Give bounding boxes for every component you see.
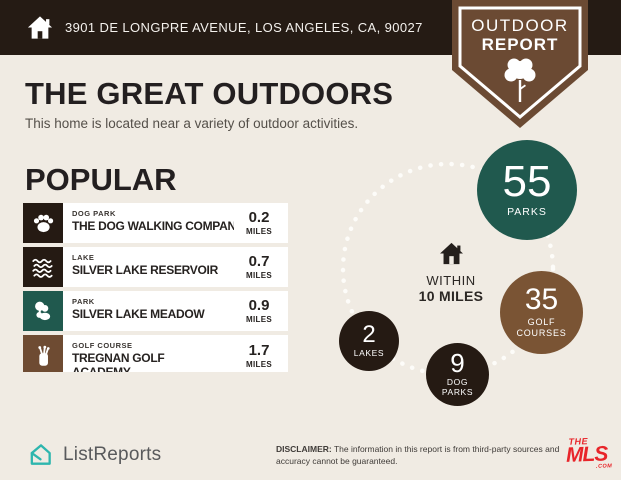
item-category: DOG PARK xyxy=(72,209,116,218)
disclaimer-label: DISCLAIMER: xyxy=(276,444,332,454)
item-category: LAKE xyxy=(72,253,95,262)
stat-value: 35 xyxy=(524,283,559,317)
item-unit: MILES xyxy=(246,360,272,369)
list-item-lake: LAKE SILVER LAKE RESERVOIR 0.7 MILES xyxy=(23,247,288,287)
radius-label: WITHIN 10 MILES xyxy=(404,242,498,304)
item-name: TREGNAN GOLF ACADEMY xyxy=(72,351,165,372)
trees-icon xyxy=(23,291,63,331)
stat-label: DOG PARKS xyxy=(441,377,474,398)
item-unit: MILES xyxy=(246,227,272,236)
dotted-radius-circle xyxy=(340,161,556,377)
item-distance: 0.2 xyxy=(248,209,270,226)
item-distance: 0.7 xyxy=(248,253,270,270)
popular-list: DOG PARK THE DOG WALKING COMPANY 0.2 MIL… xyxy=(23,203,288,372)
listreports-house-icon xyxy=(30,444,51,465)
listreports-logo: ListReports xyxy=(27,441,161,468)
stat-value: 55 xyxy=(502,157,552,207)
stat-circle-lakes: 2 LAKES xyxy=(339,311,399,371)
radius-miles: 10 MILES xyxy=(418,288,484,304)
stat-label: GOLF COURSES xyxy=(516,316,567,338)
property-address: 3901 DE LONGPRE AVENUE, LOS ANGELES, CA,… xyxy=(65,20,423,35)
item-category: PARK xyxy=(72,297,95,306)
page-subtitle: This home is located near a variety of o… xyxy=(25,116,359,131)
ribbon-shield xyxy=(452,0,588,128)
stat-circle-dog-parks: 9 DOG PARKS xyxy=(426,343,489,406)
badge-line1: OUTDOOR xyxy=(471,16,569,35)
item-name: SILVER LAKE RESERVOIR xyxy=(72,263,218,277)
stat-circle-golf-courses: 35 GOLF COURSES xyxy=(500,271,583,354)
popular-heading: POPULAR xyxy=(25,162,177,197)
home-icon-small xyxy=(439,242,463,265)
stat-value: 9 xyxy=(450,348,465,379)
outdoor-report-badge: OUTDOOR REPORT xyxy=(452,0,588,128)
item-unit: MILES xyxy=(246,271,272,280)
list-item-golf-course: GOLF COURSE TREGNAN GOLF ACADEMY 1.7 MIL… xyxy=(23,335,288,372)
item-name: SILVER LAKE MEADOW xyxy=(72,307,205,321)
disclaimer-line2: accuracy cannot be guaranteed. xyxy=(276,455,398,466)
item-category: GOLF COURSE xyxy=(72,341,133,350)
waves-icon xyxy=(23,247,63,287)
item-name: THE DOG WALKING COMPANY xyxy=(72,219,234,233)
radius-within: WITHIN xyxy=(426,273,476,288)
paw-icon xyxy=(23,203,63,243)
mls-wordmark: MLS xyxy=(565,442,608,467)
item-distance: 1.7 xyxy=(248,342,270,359)
item-distance: 0.9 xyxy=(248,297,270,314)
home-icon xyxy=(27,16,53,39)
stat-label: LAKES xyxy=(353,347,385,358)
list-item-park: PARK SILVER LAKE MEADOW 0.9 MILES xyxy=(23,291,288,331)
disclaimer-line1: The information in this report is from t… xyxy=(333,444,560,454)
stat-circle-parks: 55 PARKS xyxy=(477,140,577,240)
tree-icon xyxy=(504,58,536,102)
the-mls-logo: THE MLS .COM xyxy=(565,436,617,476)
badge-line2: REPORT xyxy=(481,35,559,54)
disclaimer-text: DISCLAIMER: The information in this repo… xyxy=(276,444,568,468)
listreports-wordmark: ListReports xyxy=(63,443,162,465)
item-unit: MILES xyxy=(246,315,272,324)
golf-bag-icon xyxy=(23,335,63,372)
list-item-dog-park: DOG PARK THE DOG WALKING COMPANY 0.2 MIL… xyxy=(23,203,288,243)
page-title: THE GREAT OUTDOORS xyxy=(25,76,394,111)
stat-label: PARKS xyxy=(507,206,547,219)
stat-value: 2 xyxy=(362,321,376,348)
